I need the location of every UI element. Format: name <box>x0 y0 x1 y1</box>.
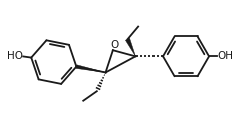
Text: HO: HO <box>7 51 23 61</box>
Text: O: O <box>110 40 118 50</box>
Polygon shape <box>125 38 135 56</box>
Polygon shape <box>76 65 106 72</box>
Text: OH: OH <box>218 51 234 61</box>
